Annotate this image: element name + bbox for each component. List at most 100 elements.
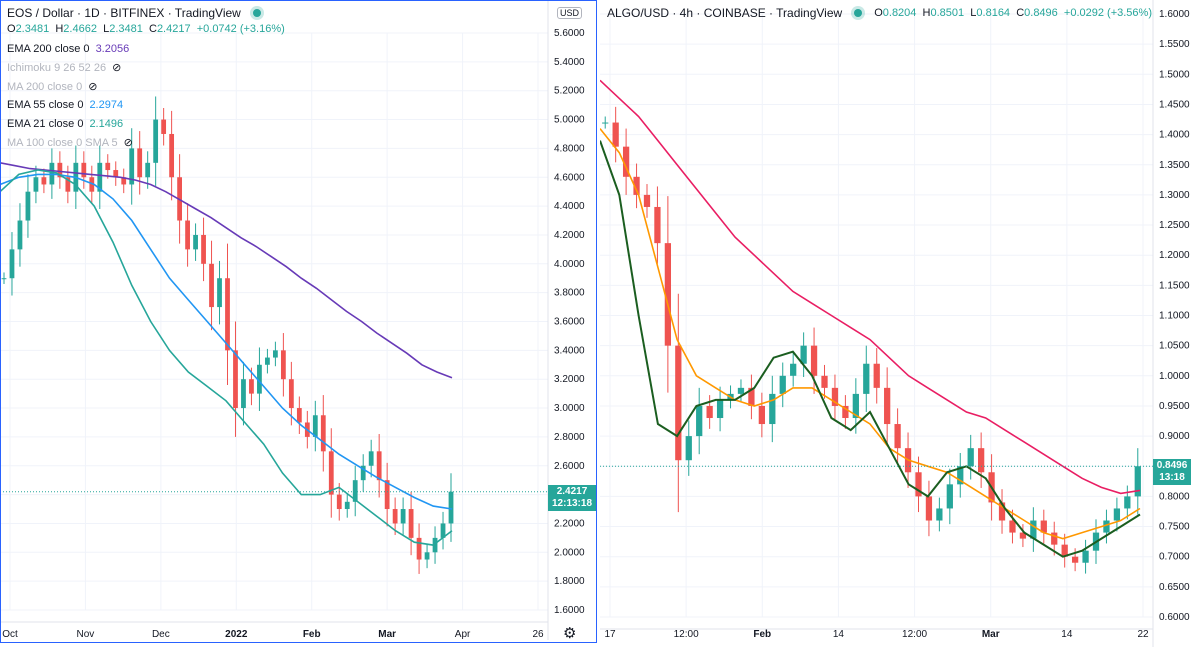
right-c-label: C [1016,7,1025,19]
indicator-line [600,128,1141,540]
candle-body [41,177,47,185]
currency-selector[interactable]: USD [557,7,583,19]
candle-body [201,234,206,264]
candle-body [424,552,430,560]
left-close: 2.4217 [156,23,191,35]
left-low: 2.3481 [109,23,143,35]
x-tick-label: 14 [1061,629,1073,640]
x-tick-label: Nov [77,629,95,640]
y-tick-label: 1.2500 [1159,220,1190,231]
legend-row[interactable]: MA 200 close 0 ⊘ [7,78,133,97]
y-tick-label: 0.7500 [1159,522,1190,533]
x-tick-label: 17 [604,629,616,640]
right-last-price-tag: 0.8496 13:18 [1153,459,1191,486]
legend-row[interactable]: EMA 200 close 0 3.2056 [7,40,133,59]
candle-body [769,393,776,425]
candle-body [1009,520,1016,533]
left-o-label: O [7,23,16,35]
y-tick-label: 2.8000 [554,432,585,443]
candle-body [392,509,398,524]
y-tick-label: 3.6000 [554,317,585,328]
candle-body [440,523,446,538]
y-tick-label: 0.9500 [1159,401,1190,412]
indicator-line [0,162,453,379]
candle-body [884,387,891,425]
left-chart-panel[interactable]: 5.6000 5.4000 5.2000 5.0000 4.8000 4.6000 4.40… [0,0,600,649]
candle-body [622,146,630,177]
right-high: 0.8501 [930,7,965,19]
candle-body [257,364,262,394]
candle-body [1134,466,1141,497]
candle-body [225,278,230,351]
candle-body [57,162,63,178]
candle-body [161,119,167,134]
legend-value: 2.2974 [89,99,124,112]
y-tick-label: 2.0000 [554,547,585,558]
candle-body [448,491,454,524]
y-tick-label: 4.2000 [554,230,585,241]
candle-body [810,345,818,376]
legend-label: EMA 55 close 0 [7,99,84,112]
candle-body [81,162,87,178]
candle-body [129,148,135,185]
candle-body [998,502,1006,521]
legend-row[interactable]: EMA 55 close 0 2.2974 [7,96,133,115]
legend-row[interactable]: EMA 21 close 0 2.1496 [7,115,133,134]
candle-body [737,387,745,394]
candle-body [89,177,95,192]
candle-body [408,509,414,538]
candle-body [654,206,661,244]
candle-body [967,448,974,467]
right-chart-header: ALGO/USD · 4h · COINBASE · TradingView O… [607,6,1152,20]
left-l-label: L [103,23,110,35]
right-chart-svg[interactable]: 1.6000 1.5500 1.5000 1.4500 1.4000 1.3500 1.30… [600,0,1192,649]
x-tick-label: Feb [303,629,321,640]
left-chart-svg[interactable]: 5.6000 5.4000 5.2000 5.0000 4.8000 4.6000 4.40… [0,0,600,649]
y-tick-label: 3.8000 [554,288,585,299]
right-last-price: 0.8496 [1156,460,1188,472]
indicator-line [600,79,1141,495]
candle-body [1103,520,1110,533]
y-tick-label: 4.8000 [554,143,585,154]
candle-body [831,387,839,406]
candle-body [1019,532,1027,539]
candle-body [957,466,964,485]
legend-row[interactable]: Ichimoku 9 26 52 26 ⊘ [7,59,133,78]
hidden-eye-icon[interactable]: ⊘ [112,61,122,74]
y-tick-label: 4.6000 [554,172,585,183]
candle-body [925,496,933,521]
candle-body [1113,508,1121,521]
settings-gear-icon[interactable]: ⚙ [563,625,577,642]
y-tick-label: 1.2000 [1159,250,1190,261]
legend-row[interactable]: MA 100 close 0 SMA 5 ⊘ [7,134,133,153]
candle-body [873,363,880,388]
hidden-eye-icon[interactable]: ⊘ [123,136,133,149]
candle-body [1061,544,1068,557]
candle-body [280,350,286,380]
y-tick-label: 0.6500 [1159,582,1190,593]
left-open: 2.3481 [15,23,50,35]
candle-body [664,243,672,346]
legend-label: EMA 200 close 0 [7,43,90,55]
candle-body [368,451,374,466]
candle-body [675,345,682,461]
candle-body [249,379,254,394]
candle-body [384,480,390,510]
x-tick-label: 2022 [225,629,248,640]
right-chart-panel[interactable]: 1.6000 1.5500 1.5000 1.4500 1.4000 1.3500 1.30… [600,0,1192,649]
candle-body [209,263,214,308]
y-tick-label: 1.6000 [1159,9,1190,20]
y-tick-label: 1.4500 [1159,99,1190,110]
y-tick-label: 1.6000 [554,605,585,616]
candle-body [915,472,922,497]
legend-label: MA 100 close 0 SMA 5 [7,136,118,149]
candle-body [716,399,724,419]
market-status-icon [854,9,863,17]
candle-body [193,234,198,250]
candle-body [612,122,619,147]
candle-body [17,220,23,250]
hidden-eye-icon[interactable]: ⊘ [88,80,98,93]
y-tick-label: 3.2000 [554,374,585,385]
right-ohlc-row: O0.8204 H0.8501 L0.8164 C0.8496 +0.0292 … [874,7,1152,19]
y-tick-label: 1.5500 [1159,39,1190,50]
